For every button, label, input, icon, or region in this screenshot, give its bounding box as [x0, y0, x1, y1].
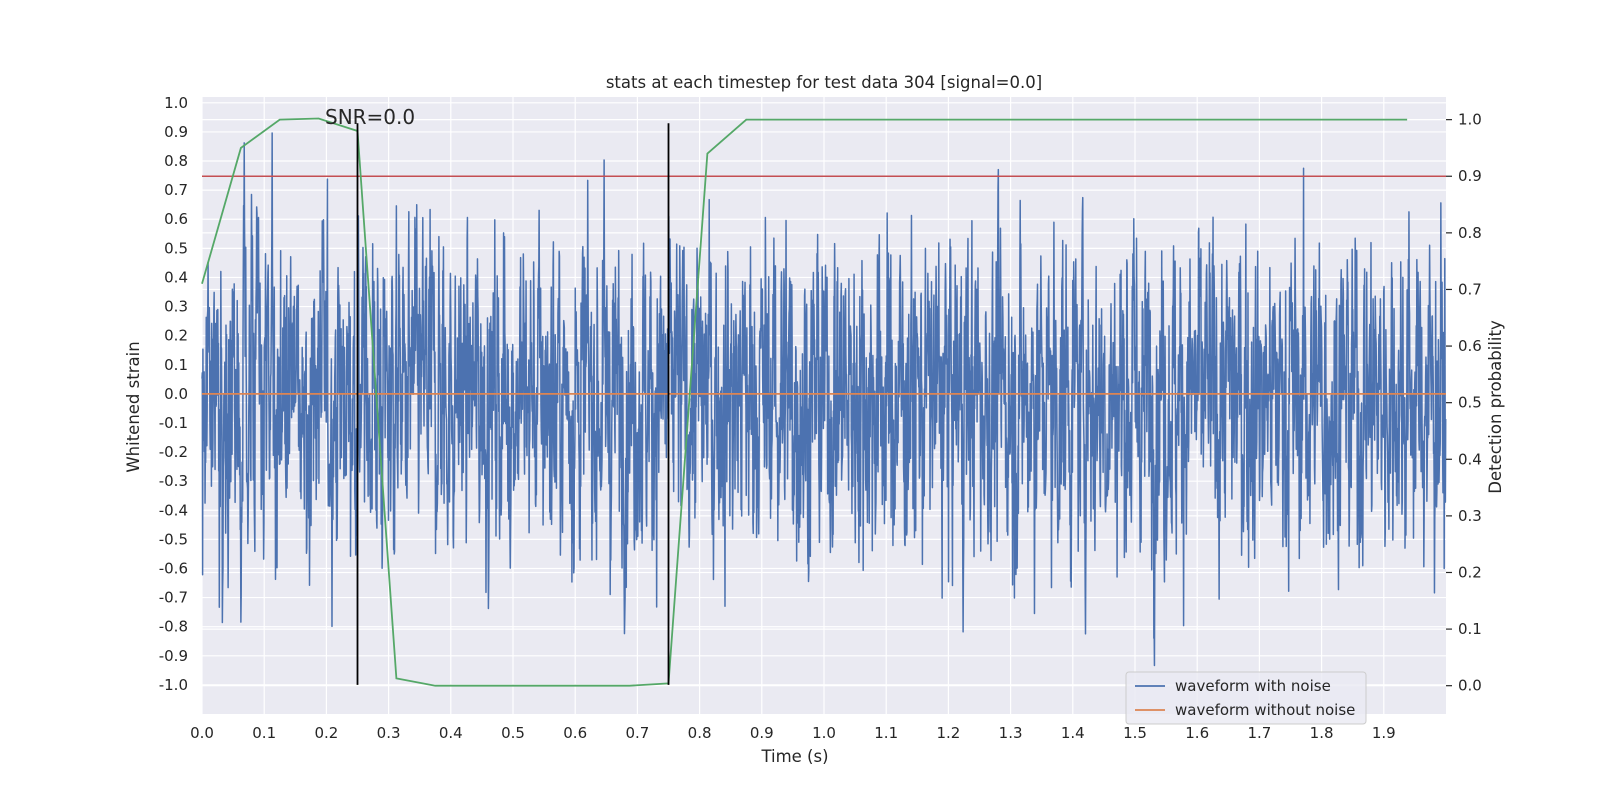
x-tick-label: 1.7 [1247, 724, 1271, 742]
y-tick-label: -0.3 [159, 472, 188, 490]
y-tick-label: -0.8 [159, 618, 188, 636]
y-tick-label: -0.2 [159, 443, 188, 461]
x-tick-label: 1.8 [1310, 724, 1334, 742]
vertical-markers [356, 123, 670, 685]
y-tick-label: 0.3 [164, 298, 188, 316]
x-tick-label: 0.9 [750, 724, 774, 742]
x-tick-label: 1.6 [1185, 724, 1209, 742]
y-tick-label: -0.9 [159, 647, 188, 665]
x-tick-label: 0.6 [563, 724, 587, 742]
x-tick-label: 0.7 [625, 724, 649, 742]
y2-tick-label: 0.3 [1458, 507, 1482, 525]
x-axis-ticks: 0.0 0.1 0.2 0.3 0.4 0.5 0.6 0.7 0.8 0.9 1.0 1.1 1.2 1… [190, 724, 1396, 742]
y2-axis-ticks: 1.0 0.9 0.8 0.7 0.6 0.5 0.4 0.3 0.2 0.1 0.0 [1446, 111, 1482, 695]
y-tick-label: -0.5 [159, 530, 188, 548]
x-axis-label: Time (s) [760, 747, 828, 766]
y-tick-label: 0.5 [164, 239, 188, 257]
y-tick-label: -0.1 [159, 414, 188, 432]
y2-tick-label: 0.4 [1458, 450, 1482, 468]
x-tick-label: 0.1 [252, 724, 276, 742]
x-tick-label: 0.3 [377, 724, 401, 742]
x-tick-label: 1.2 [936, 724, 960, 742]
y2-tick-label: 1.0 [1458, 111, 1482, 129]
y2-tick-label: 0.7 [1458, 280, 1482, 298]
legend-box [1125, 671, 1367, 725]
y-tick-label: 0.9 [164, 123, 188, 141]
y2-tick-label: 0.1 [1458, 620, 1482, 638]
y-tick-label: -0.7 [159, 589, 188, 607]
x-tick-label: 1.5 [1123, 724, 1147, 742]
legend-label-noise: waveform with noise [1175, 677, 1331, 695]
legend-label-clean: waveform without noise [1175, 701, 1355, 719]
y-tick-label: -0.4 [159, 501, 188, 519]
y2-tick-label: 0.8 [1458, 224, 1482, 242]
y-axis-ticks: 1.0 0.9 0.8 0.7 0.6 0.5 0.4 0.3 0.2 0.1 0.0 -0.1 -0.… [159, 94, 188, 694]
x-tick-label: 1.0 [812, 724, 836, 742]
x-tick-label: 0.8 [688, 724, 712, 742]
x-tick-label: 0.2 [314, 724, 338, 742]
y2-tick-label: 0.6 [1458, 337, 1482, 355]
gridlines [201, 97, 1446, 714]
x-tick-label: 0.4 [439, 724, 463, 742]
y-tick-label: -0.6 [159, 559, 188, 577]
y-tick-label: -1.0 [159, 676, 188, 694]
y-tick-label: 1.0 [164, 94, 188, 112]
x-tick-label: 1.9 [1372, 724, 1396, 742]
y-axis-label: Whitened strain [124, 341, 143, 472]
y-tick-label: 0.1 [164, 356, 188, 374]
y2-tick-label: 0.2 [1458, 563, 1482, 581]
series-detection-probability [201, 117, 1408, 687]
y-tick-label: 0.4 [164, 268, 188, 286]
x-tick-label: 0.5 [501, 724, 525, 742]
chart-title: stats at each timestep for test data 304… [606, 73, 1042, 92]
series-waveform-with-noise [201, 132, 1447, 667]
y-tick-label: 0.6 [164, 210, 188, 228]
x-tick-label: 1.3 [999, 724, 1023, 742]
x-tick-label: 1.1 [874, 724, 898, 742]
x-tick-label: 0.0 [190, 724, 214, 742]
x-tick-label: 1.4 [1061, 724, 1085, 742]
y2-tick-label: 0.0 [1458, 677, 1482, 695]
y2-tick-label: 0.9 [1458, 167, 1482, 185]
legend: waveform with noise waveform without noi… [1125, 671, 1367, 725]
snr-annotation: SNR=0.0 [325, 105, 415, 129]
y2-tick-label: 0.5 [1458, 394, 1482, 412]
y2-axis-label: Detection probability [1486, 320, 1505, 494]
y-tick-label: 0.8 [164, 152, 188, 170]
y-tick-label: 0.7 [164, 181, 188, 199]
y-tick-label: 0.0 [164, 385, 188, 403]
series-layer [201, 117, 1447, 687]
y-tick-label: 0.2 [164, 327, 188, 345]
